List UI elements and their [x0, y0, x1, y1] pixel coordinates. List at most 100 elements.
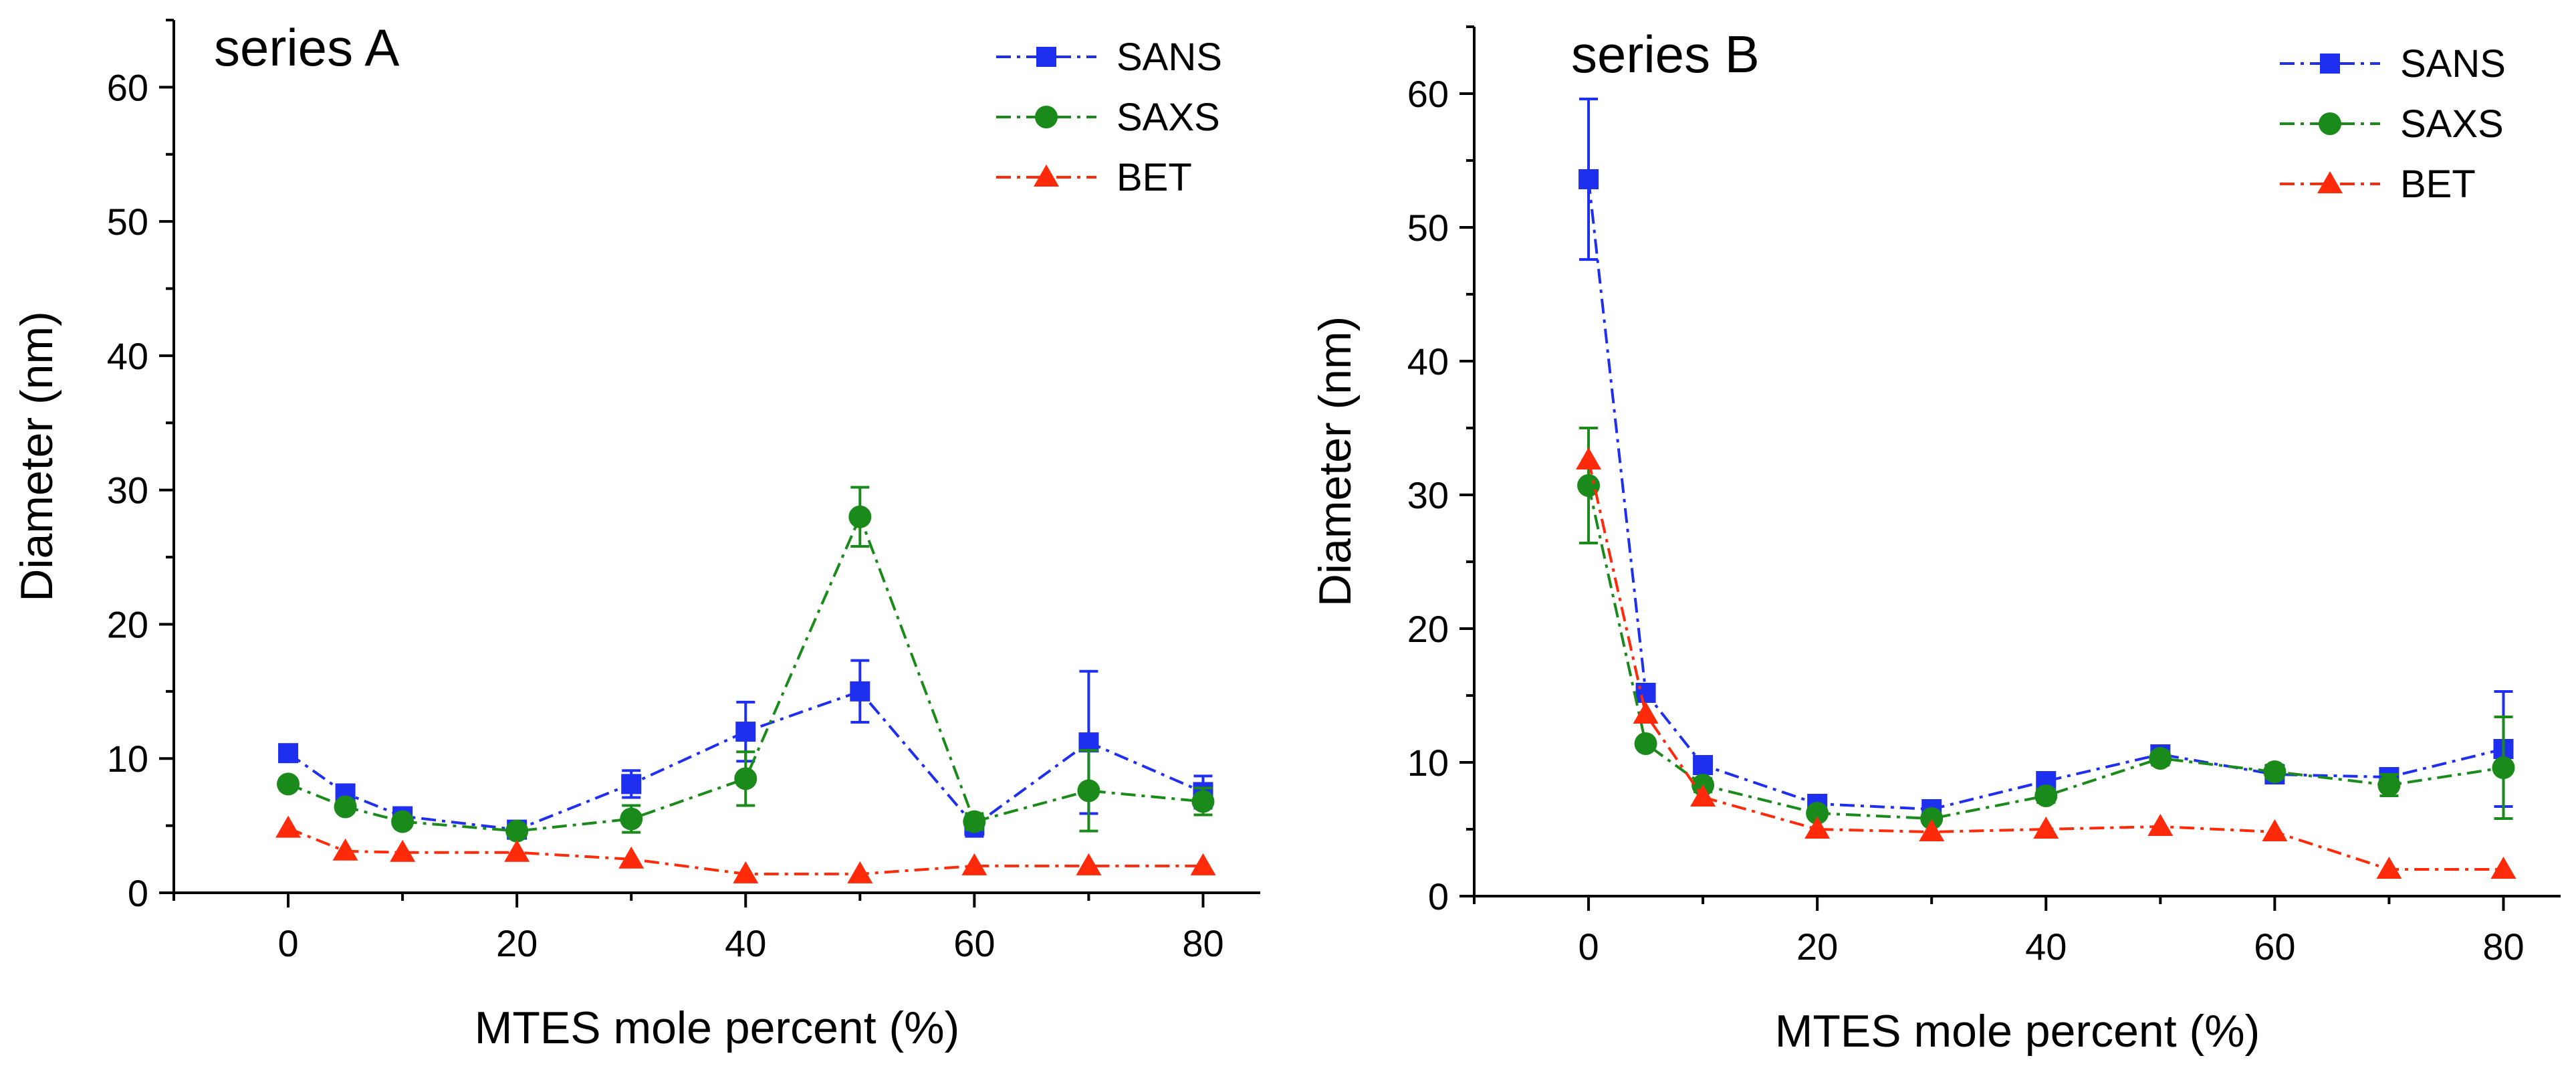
saxs-line [287, 513, 1203, 833]
bet-point [1804, 817, 1831, 839]
bet-point [847, 861, 873, 883]
saxs-line [1587, 485, 2504, 821]
sans-line [287, 689, 1204, 831]
saxs-point [848, 505, 872, 528]
x-tick-label: 40 [2025, 926, 2067, 968]
bet-point [733, 861, 759, 883]
x-tick-label: 80 [1182, 922, 1223, 964]
bet-point [1576, 447, 1602, 469]
y-tick-label: 10 [107, 738, 148, 780]
sans-line [1587, 179, 2504, 811]
panel-series-a: 0 10 20 30 40 50 60 0 20 40 60 80 MTES mole percent … [11, 18, 1260, 1053]
saxs-point [277, 772, 300, 796]
y-tick-label: 10 [1407, 742, 1449, 784]
bet-point [618, 846, 645, 869]
legend-label: BET [1117, 156, 1192, 199]
bet-point [504, 839, 530, 862]
sans-point [850, 681, 870, 702]
legend-marker [2320, 54, 2340, 74]
legend-label: SAXS [1117, 96, 1220, 139]
legend-marker [1036, 47, 1056, 67]
sans-point [1578, 169, 1599, 189]
series-bet [275, 815, 1216, 883]
series-bet [1576, 447, 2516, 879]
bet-point [1633, 702, 1659, 724]
y-tick-label: 30 [107, 469, 148, 512]
legend-label: SAXS [2400, 102, 2504, 146]
saxs-point [2492, 756, 2515, 779]
legend-marker [1035, 106, 1058, 128]
bet-point [2490, 857, 2516, 879]
saxs-point [2377, 774, 2401, 796]
saxs-point [963, 810, 986, 833]
sans-point [1693, 755, 1714, 775]
legend-marker [2317, 171, 2343, 193]
bet-point [1190, 853, 1216, 875]
series-sans [1578, 98, 2514, 819]
y-tick-label: 50 [107, 201, 148, 243]
y-tick-label: 40 [107, 335, 148, 377]
bet-point [390, 839, 416, 862]
bet-point [2376, 857, 2402, 879]
saxs-point [2149, 747, 2172, 770]
saxs-point [334, 795, 357, 819]
legend: SANS SAXS BET [996, 35, 1222, 199]
x-tick-label: 0 [1578, 926, 1599, 968]
x-tick-label: 20 [496, 922, 538, 964]
saxs-point [2263, 760, 2287, 783]
sans-point [278, 743, 299, 764]
y-tick-label: 50 [1407, 207, 1449, 249]
saxs-point [1077, 779, 1100, 803]
saxs-point [1806, 802, 1829, 825]
bet-point [1076, 853, 1102, 875]
saxs-point [734, 767, 757, 790]
legend-marker [1034, 165, 1059, 187]
bet-point [275, 815, 302, 838]
saxs-point [2034, 784, 2058, 807]
series-saxs [1577, 427, 2515, 830]
series-saxs [277, 486, 1215, 843]
bet-point [2147, 814, 2174, 836]
x-tick-label: 60 [2254, 926, 2295, 968]
panel-series-b: 0 10 20 30 40 50 60 0 20 40 60 80 MTES mole percent … [1310, 25, 2561, 1057]
sans-point [1635, 683, 1656, 703]
sans-point [735, 722, 756, 742]
sans-point [1078, 732, 1099, 753]
sans-point [621, 774, 642, 794]
bet-point [1690, 784, 1716, 807]
legend-label: BET [2400, 163, 2476, 206]
bet-point [1919, 819, 1945, 841]
y-axis-title: Diameter (nm) [1310, 316, 1361, 607]
x-tick-label: 60 [953, 922, 995, 964]
y-tick-label: 20 [1407, 608, 1449, 650]
saxs-point [1920, 807, 1944, 830]
panel-title: series A [214, 18, 399, 77]
panel-title: series B [1571, 25, 1760, 84]
x-axis-title: MTES mole percent (%) [1775, 1006, 2260, 1057]
y-tick-label: 0 [1428, 875, 1449, 918]
y-axis-title: Diameter (nm) [11, 311, 62, 602]
y-tick-label: 0 [128, 872, 148, 914]
bet-line [1587, 459, 2504, 871]
y-tick-label: 60 [1407, 73, 1449, 115]
bet-line [287, 827, 1203, 875]
bet-point [2262, 819, 2288, 841]
saxs-point [1634, 732, 1657, 755]
x-tick-label: 40 [725, 922, 766, 964]
bet-point [961, 853, 987, 875]
legend-marker [2319, 112, 2341, 135]
legend-label: SANS [1117, 35, 1222, 79]
x-tick-label: 0 [277, 922, 298, 964]
y-tick-label: 60 [107, 66, 148, 108]
saxs-point [620, 807, 643, 831]
bet-point [332, 838, 358, 861]
y-tick-label: 30 [1407, 474, 1449, 516]
y-tick-label: 40 [1407, 340, 1449, 383]
x-tick-label: 20 [1796, 926, 1838, 968]
legend: SANS SAXS BET [2280, 42, 2506, 206]
y-tick-label: 20 [107, 603, 148, 645]
saxs-point [391, 810, 415, 833]
legend-label: SANS [2400, 42, 2506, 86]
series-sans [278, 659, 1213, 840]
